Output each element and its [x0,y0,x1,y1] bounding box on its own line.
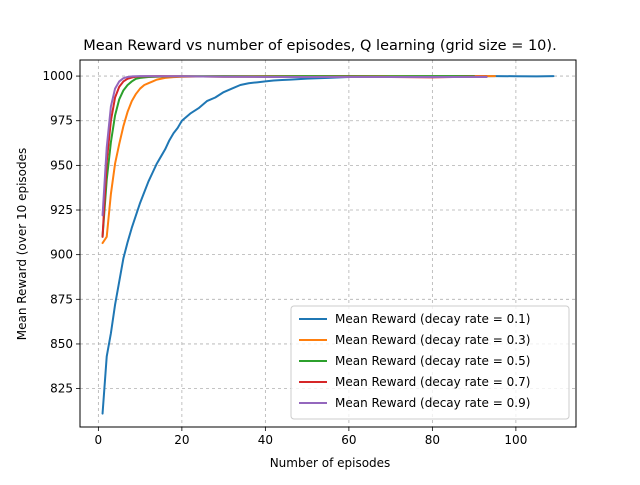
series-line-3 [101,75,476,238]
x-tick-label: 40 [258,433,273,447]
series-line-5 [101,75,488,217]
plot-frame [79,59,577,428]
y-tick-label: 1000 [42,69,73,83]
x-tick-label: 20 [174,433,189,447]
series-line-2 [101,75,496,245]
y-tick-label: 950 [50,158,73,172]
axis-ticks: 0 20 40 60 80 100 825 850 875 900 925 950 975 1000 [42,69,527,447]
y-tick-label: 875 [50,292,73,306]
y-tick-label: 850 [50,337,73,351]
y-tick-label: 925 [50,203,73,217]
legend-label: Mean Reward (decay rate = 0.3) [335,333,530,347]
chart-title: Mean Reward vs number of episodes, Q lea… [83,38,556,54]
x-tick-label: 100 [504,433,527,447]
y-tick-label: 900 [50,248,73,262]
x-tick-label: 80 [425,433,440,447]
legend: Mean Reward (decay rate = 0.1) Mean Rewar… [290,305,570,420]
x-axis-label: Number of episodes [270,456,391,470]
legend-label: Mean Reward (decay rate = 0.7) [335,375,530,389]
legend-label: Mean Reward (decay rate = 0.9) [335,396,530,410]
legend-box [290,305,570,420]
y-tick-label: 975 [50,114,73,128]
legend-label: Mean Reward (decay rate = 0.5) [335,354,530,368]
series-lines [101,75,555,415]
legend-label: Mean Reward (decay rate = 0.1) [335,312,530,326]
x-tick-label: 60 [341,433,356,447]
y-axis-label: Mean Reward (over 10 episodes [15,148,29,341]
y-tick-label: 825 [50,382,73,396]
x-tick-label: 0 [95,433,103,447]
